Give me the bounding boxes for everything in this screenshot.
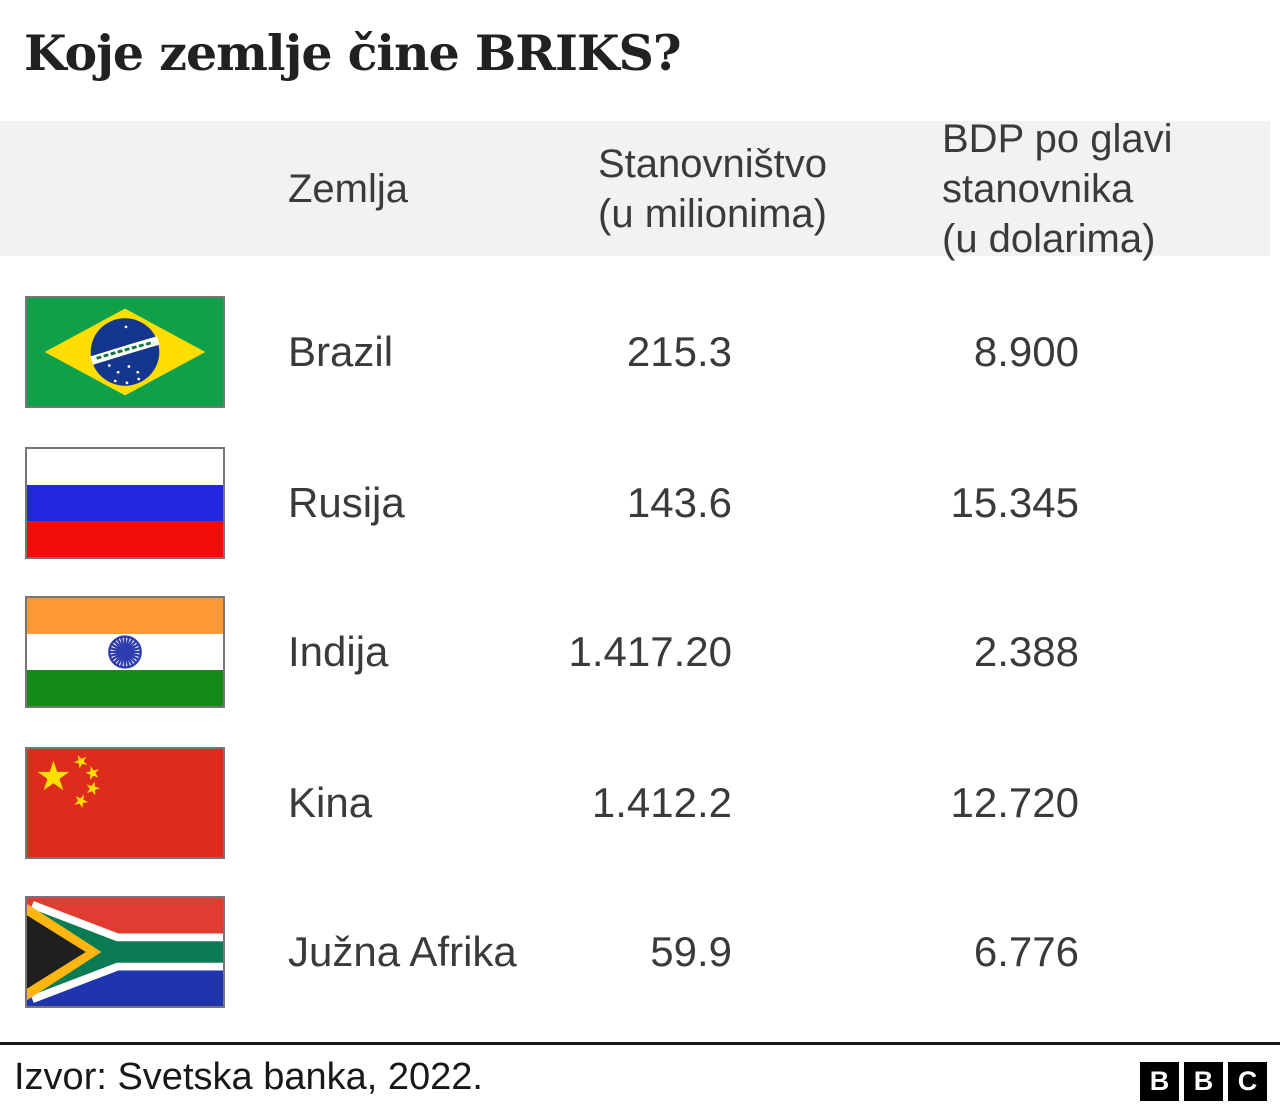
table-row: Brazil 215.3 8.900 [0, 277, 1280, 427]
page-title: Koje zemlje čine BRIKS? [24, 24, 682, 82]
table-row: Rusija 143.6 15.345 [0, 428, 1280, 578]
population-value: 215.3 [626, 328, 732, 375]
gdp-value: 12.720 [950, 779, 1079, 826]
country-name: Brazil [288, 328, 394, 375]
gdp-value: 6.776 [973, 928, 1079, 975]
footer-divider [0, 1042, 1280, 1045]
country-name: Indija [288, 628, 389, 675]
south-africa-flag [25, 896, 225, 1008]
gdp-value: 8.900 [973, 328, 1079, 375]
gdp-value: 2.388 [973, 628, 1079, 675]
russia-flag [25, 447, 225, 559]
column-header-population: Stanovništvo (u milionima) [597, 141, 828, 236]
china-flag [25, 747, 225, 859]
source-text: Izvor: Svetska banka, 2022. [14, 1056, 483, 1098]
bbc-logo-block: C [1228, 1062, 1267, 1101]
population-value: 59.9 [650, 928, 732, 975]
table-header-band: Zemlja Stanovništvo (u milionima) BDP po… [0, 117, 1270, 261]
population-value: 1.412.2 [591, 779, 732, 826]
column-header-country: Zemlja [288, 166, 409, 211]
population-value: 143.6 [626, 479, 732, 526]
gdp-value: 15.345 [950, 479, 1079, 526]
china-flag-row table-row: Kina 1.412.2 12.720 [0, 728, 1280, 878]
table-row: Južna Afrika 59.9 6.776 [0, 877, 1280, 1027]
india-flag [25, 596, 225, 708]
bbc-logo-block: B [1184, 1062, 1223, 1101]
column-header-gdp: BDP po glavi stanovnika (u dolarima) [942, 116, 1173, 261]
country-name: Južna Afrika [288, 928, 517, 975]
bbc-logo: B B C [1140, 1062, 1267, 1101]
brazil-flag [25, 296, 225, 408]
country-name: Kina [288, 779, 373, 826]
bbc-logo-block: B [1140, 1062, 1179, 1101]
country-name: Rusija [288, 479, 405, 526]
population-value: 1.417.20 [568, 628, 733, 675]
table-row: Indija 1.417.20 2.388 [0, 577, 1280, 727]
